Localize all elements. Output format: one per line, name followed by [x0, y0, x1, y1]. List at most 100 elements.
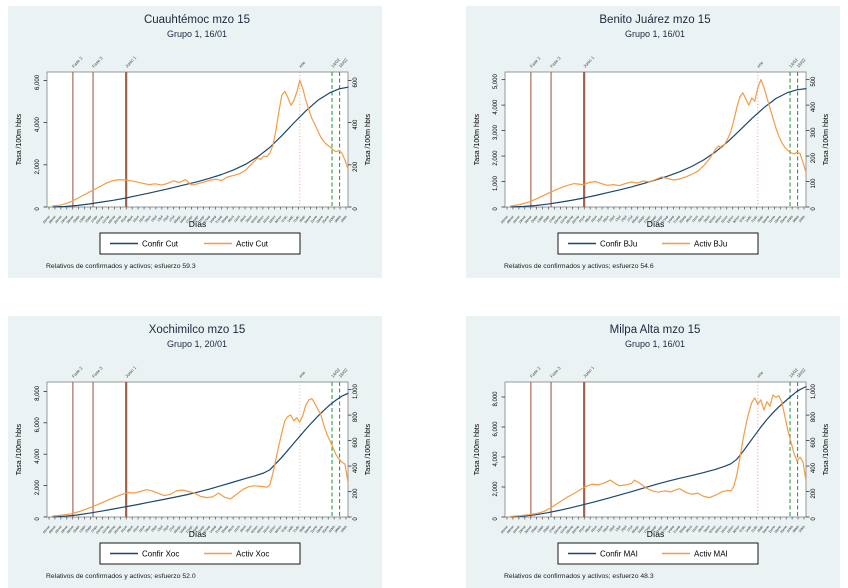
y-tick-label-left: 2,000 — [35, 479, 41, 495]
x-tick-label: 18may — [107, 524, 116, 534]
x-tick-label: 19oct — [697, 215, 705, 224]
y-tick-label-left: 8,000 — [35, 385, 41, 401]
x-tick-label: 20jul — [620, 214, 627, 222]
x-tick-label: 16mar — [512, 524, 521, 534]
x-tick-label: 05oct — [685, 215, 693, 224]
x-tick-label: 08jun — [584, 524, 592, 533]
x-tick-label: 27jul — [626, 214, 633, 222]
y-tick-label-left: 2,000 — [35, 159, 41, 175]
x-tick-label: 30nov — [732, 214, 741, 224]
y-tick-label-left: 6,000 — [493, 421, 499, 437]
chart-svg-milpa-alta: Milpa Alta mzo 15 Grupo 1, 16/01 0 2,000 4… — [474, 324, 830, 580]
y-tick-label-right: 400 — [353, 119, 359, 130]
x-tick-label: 14sep — [209, 214, 218, 223]
x-tick-label: 09nov — [256, 524, 265, 534]
x-tick-label: 02mar — [500, 214, 509, 224]
x-tick-label: 02mar — [500, 524, 509, 534]
x-tick-label: 25may — [571, 524, 580, 534]
x-tick-label: 14sep — [667, 214, 676, 223]
x-tick-label: 20jul — [620, 524, 627, 532]
event-line-label: Fase 3 — [91, 365, 104, 379]
x-tick-label: 11ene — [310, 214, 319, 223]
legend-label-confirmed: Confir BJu — [600, 240, 637, 249]
x-tick-label: 14dic — [286, 214, 294, 223]
x-tick-label: 29jun — [602, 524, 610, 533]
x-tick-label: 06jul — [150, 214, 157, 222]
x-tick-label: 11may — [101, 214, 110, 224]
y-tick-label-right: 100 — [811, 178, 817, 189]
plot-group: 0 2,000 4,000 6,000 8,000 0 200 400 600 800 1,000 T… — [16, 365, 372, 539]
x-tick-label: 20jul — [162, 524, 169, 532]
event-line-label: Fase 3 — [549, 55, 562, 69]
legend-label-active: Activ Xoc — [236, 550, 269, 559]
x-tick-label: 24ago — [191, 214, 200, 224]
event-line-label: 14/02 — [788, 367, 799, 379]
series-line-activ-cut — [52, 79, 349, 207]
x-tick-label: 25may — [113, 214, 122, 224]
x-tick-label: 29jun — [144, 214, 152, 223]
x-tick-label: 07dic — [281, 524, 289, 533]
x-tick-label: 12oct — [233, 215, 241, 224]
x-tick-label: 02mar — [42, 524, 51, 534]
x-tick-label: 25ene — [779, 214, 788, 224]
legend-box — [99, 542, 301, 565]
event-line-label: ene — [298, 370, 307, 379]
x-tick-label: 26oct — [703, 215, 711, 224]
y-tick-label-right: 600 — [353, 77, 359, 88]
x-tick-label: 23mar — [60, 214, 69, 224]
chart-note: Relativos de confirmados y activos; esfu… — [46, 263, 196, 270]
legend-label-confirmed: Confir MAI — [600, 550, 638, 559]
legend-label-active: Activ MAI — [694, 550, 728, 559]
y-tick-label-right: 200 — [353, 161, 359, 172]
x-tick-label: 01feb — [786, 524, 794, 533]
x-tick-label: 03ago — [631, 214, 640, 224]
x-tick-label: 06jul — [608, 524, 615, 532]
x-tick-label: 04ene — [762, 524, 771, 534]
y-axis-title-left: Tasa /100m hbts — [474, 113, 481, 165]
x-tick-label: 16nov — [262, 214, 271, 224]
x-tick-label: 06abr — [530, 214, 539, 224]
x-tick-label: 08jun — [126, 524, 134, 533]
x-tick-label: 13jul — [156, 214, 163, 222]
x-tick-label: 21sep — [215, 214, 224, 223]
chart-panel-milpa-alta: Milpa Alta mzo 15 Grupo 1, 16/01 0 2,000 4… — [466, 316, 840, 588]
x-tick-label: 02mar — [42, 214, 51, 224]
x-tick-label: 27jul — [168, 524, 175, 532]
x-tick-label: 13jul — [614, 214, 621, 222]
y-tick-label-right: 800 — [811, 411, 817, 422]
x-tick-label: 07sep — [661, 214, 670, 223]
x-tick-label: 03ago — [173, 214, 182, 224]
chart-svg-xochimilco: Xochimilco mzo 15 Grupo 1, 20/01 0 2,000 4… — [16, 324, 372, 580]
x-tick-label: 27abr — [90, 524, 99, 534]
y-axis-title-right: Tasa /100m hbts — [365, 423, 372, 475]
x-tick-label: 13abr — [78, 214, 87, 224]
x-tick-label: 13abr — [78, 524, 87, 534]
chart-title: Cuauhtémoc mzo 15 — [144, 14, 250, 26]
x-tick-label: 06abr — [530, 524, 539, 534]
x-tick-label: 28sep — [678, 524, 687, 533]
x-tick-label: 10ago — [179, 214, 188, 224]
x-tick-label: 10ago — [637, 524, 646, 534]
x-tick-label: 13abr — [536, 214, 545, 224]
x-tick-label: 01jun — [578, 524, 586, 533]
x-tick-label: 28sep — [678, 214, 687, 223]
legend: Confir BJu Activ BJu — [557, 232, 759, 255]
x-tick-label: 12oct — [691, 215, 699, 224]
x-tick-label: 04may — [95, 214, 104, 224]
y-tick-label-left: 4,000 — [35, 448, 41, 464]
legend-label-active: Activ BJu — [694, 240, 727, 249]
y-tick-label-right: 600 — [353, 437, 359, 448]
x-tick-label: 25ene — [321, 214, 330, 224]
x-tick-label: 18may — [565, 214, 574, 224]
event-line-label: Junio 1 — [582, 55, 595, 69]
x-tick-label: 10ago — [179, 524, 188, 534]
y-tick-label-right: 200 — [353, 488, 359, 499]
x-tick-label: 31ago — [197, 214, 206, 224]
y-axis-title-left: Tasa /100m hbts — [16, 113, 23, 165]
x-tick-label: 09nov — [256, 214, 265, 224]
chart-panel-xochimilco: Xochimilco mzo 15 Grupo 1, 20/01 0 2,000 4… — [8, 316, 382, 588]
y-tick-label-left: 2,000 — [493, 481, 499, 497]
y-tick-label-right: 0 — [353, 207, 359, 211]
y-tick-label-right: 800 — [353, 411, 359, 422]
x-tick-label: 05oct — [227, 525, 235, 534]
